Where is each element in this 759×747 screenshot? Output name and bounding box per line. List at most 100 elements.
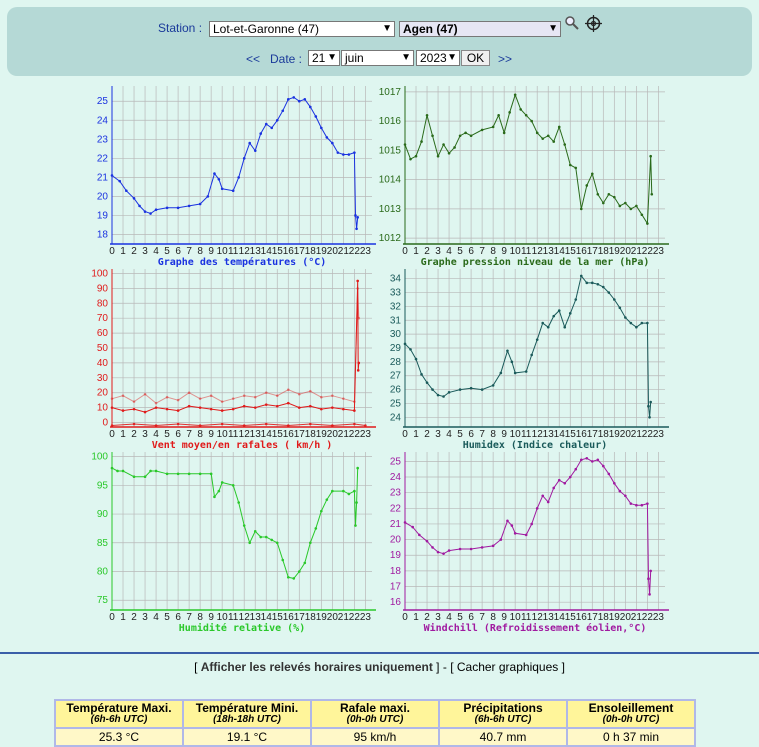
next-day-link[interactable]: >> [498, 52, 513, 66]
data-point [165, 407, 169, 411]
data-point [557, 478, 561, 482]
data-point [579, 458, 583, 462]
x-tick-label: 6 [175, 429, 181, 440]
ok-button[interactable]: OK [461, 50, 490, 66]
x-tick-label: 20 [620, 612, 632, 623]
data-point [281, 109, 285, 113]
y-tick-label: 34 [390, 274, 402, 285]
x-tick-label: 4 [153, 429, 159, 440]
data-point [213, 172, 216, 175]
data-point [270, 538, 274, 542]
header-subtitle: (6h-6h UTC) [90, 714, 148, 725]
data-point [356, 216, 359, 219]
y-tick-label: 22 [97, 153, 109, 164]
magnifier-icon[interactable] [564, 15, 580, 31]
data-point [353, 409, 356, 412]
data-point [425, 381, 429, 384]
data-point [453, 146, 456, 149]
x-tick-label: 5 [164, 429, 170, 440]
day-select[interactable]: 21 ▼ [308, 50, 340, 66]
crosshair-icon[interactable] [585, 15, 602, 32]
y-tick-label: 30 [97, 373, 109, 384]
data-point [590, 281, 594, 285]
x-tick-label: 10 [510, 612, 522, 623]
y-tick-label: 90 [97, 283, 109, 294]
data-point [297, 406, 301, 409]
series-line [111, 280, 360, 413]
x-tick-label: 21 [338, 612, 350, 623]
x-tick-label: 9 [501, 612, 507, 623]
y-tick-label: 22 [390, 503, 402, 514]
data-point [552, 486, 556, 490]
show-hourly-link[interactable]: Afficher les relevés horaires uniquement [200, 660, 433, 674]
data-point [411, 525, 415, 529]
data-point [281, 558, 285, 562]
y-tick-label: 20 [390, 535, 402, 546]
x-tick-label: 18 [305, 246, 317, 257]
data-point [264, 391, 268, 395]
header-precipitation: Précipitations (6h-6h UTC) [438, 699, 568, 729]
data-point [320, 407, 323, 411]
chevron-down-icon: ▼ [401, 52, 411, 63]
data-point [513, 371, 517, 375]
x-tick-label: 0 [402, 246, 408, 257]
x-tick-label: 21 [338, 429, 350, 440]
chart-title: Humidité relative (%) [179, 622, 305, 634]
data-point [442, 143, 445, 146]
header-gust-max: Rafale maxi. (0h-0h UTC) [310, 699, 440, 729]
department-select[interactable]: Lot-et-Garonne (47) ▼ [209, 21, 395, 37]
data-point [253, 149, 257, 153]
data-point [325, 136, 329, 139]
data-point [220, 400, 224, 403]
data-point [546, 500, 550, 504]
y-tick-label: 32 [390, 301, 402, 312]
data-point [418, 533, 421, 537]
x-tick-label: 1 [413, 246, 419, 257]
month-value: juin [345, 51, 364, 65]
data-point [491, 544, 495, 548]
station-select[interactable]: Agen (47) ▼ [399, 21, 561, 37]
year-select[interactable]: 2023 ▼ [416, 50, 460, 66]
data-point [649, 569, 652, 573]
data-point [647, 577, 650, 581]
data-point [618, 306, 622, 310]
data-point [425, 113, 429, 117]
x-tick-label: 12 [532, 429, 544, 440]
data-point [275, 541, 279, 545]
x-tick-label: 14 [554, 429, 566, 440]
data-point [602, 201, 605, 205]
data-point [491, 384, 495, 387]
x-tick-label: 18 [598, 612, 610, 623]
x-tick-label: 13 [250, 246, 262, 257]
hide-graphs-link[interactable]: [ Cacher graphiques ] [450, 660, 565, 674]
data-point [198, 406, 202, 409]
x-tick-label: 22 [349, 246, 361, 257]
x-tick-label: 12 [239, 612, 251, 623]
data-point [320, 395, 323, 399]
x-tick-label: 23 [653, 246, 665, 257]
x-tick-label: 23 [653, 429, 665, 440]
x-tick-label: 8 [197, 246, 203, 257]
data-point [506, 349, 509, 353]
month-select[interactable]: juin ▼ [341, 50, 414, 66]
data-point [154, 401, 158, 405]
x-tick-label: 5 [164, 246, 170, 257]
data-point [364, 424, 367, 427]
data-point [646, 502, 649, 505]
data-point [552, 140, 556, 143]
data-point [264, 535, 268, 539]
data-point [356, 369, 360, 372]
x-tick-label: 23 [653, 612, 665, 623]
data-point [143, 410, 147, 414]
data-point [469, 547, 473, 551]
x-tick-label: 18 [305, 612, 317, 623]
x-tick-label: 15 [565, 246, 577, 257]
x-tick-label: 16 [576, 429, 588, 440]
x-tick-label: 10 [217, 612, 229, 623]
data-point [506, 519, 509, 523]
previous-day-link[interactable]: << [246, 52, 261, 66]
data-point [568, 163, 572, 167]
header-sunshine: Ensoleillement (0h-0h UTC) [566, 699, 696, 729]
